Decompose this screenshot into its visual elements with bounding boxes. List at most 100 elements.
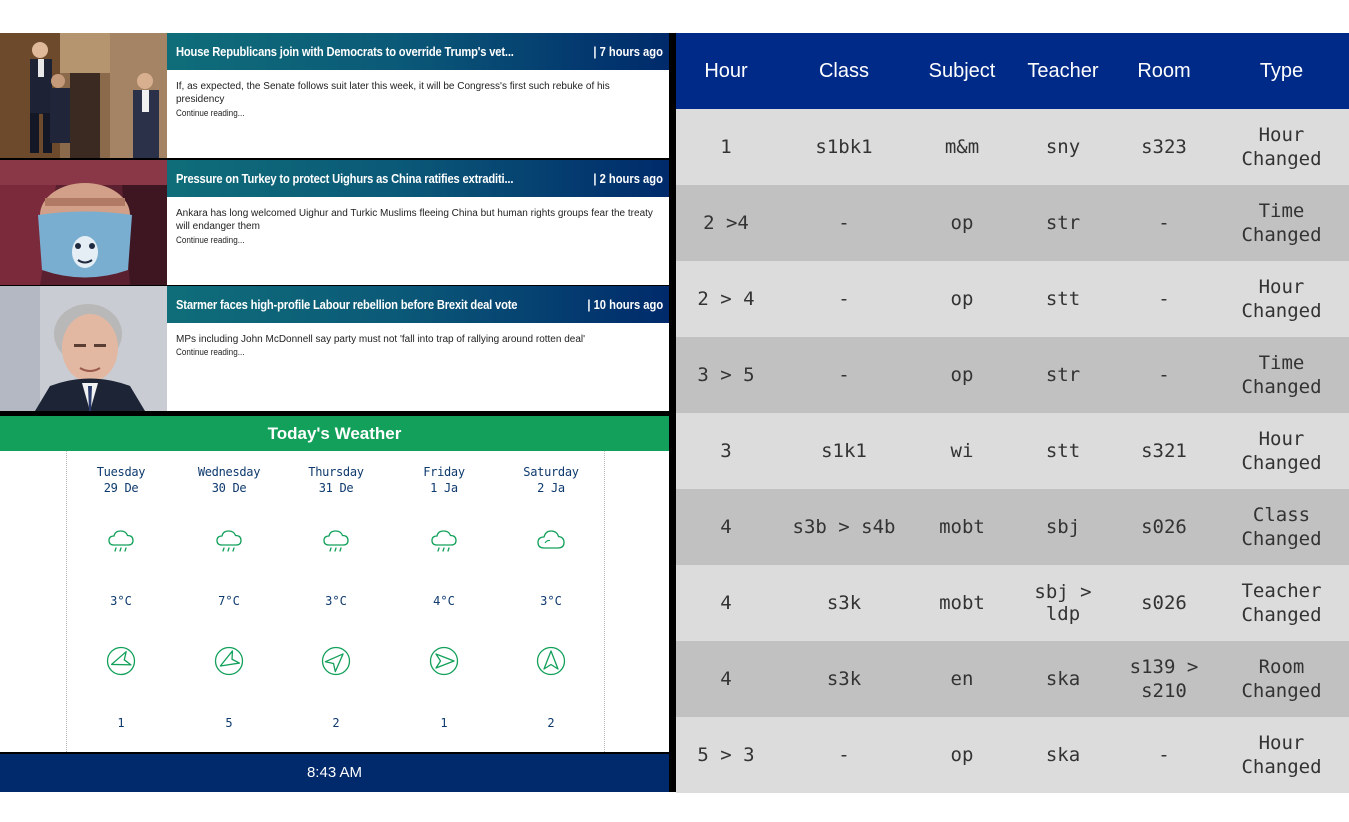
day-name: Saturday [523, 465, 579, 479]
continue-reading-link[interactable]: Continue reading... [176, 108, 245, 118]
news-item[interactable]: House Republicans join with Democrats to… [0, 33, 669, 158]
news-headline-bar: Pressure on Turkey to protect Uighurs as… [167, 160, 669, 197]
day-temperature: 7°C [218, 594, 240, 608]
cloud-icon [535, 525, 567, 557]
news-time: | 10 hours ago [587, 297, 663, 312]
cell-hour: 2 > 4 [697, 288, 755, 310]
day-date: 31 De [318, 481, 354, 495]
cell-room: s026 [1141, 516, 1187, 538]
wind-direction-icon [429, 646, 459, 676]
type-kind: Time [1258, 200, 1305, 222]
day-date: 1 Ja [430, 481, 458, 495]
cell-class: s3b > s4b [792, 516, 896, 538]
cell-type: Time Changed [1214, 337, 1349, 413]
type-status: Changed [1241, 528, 1322, 550]
news-headline-bar: House Republicans join with Democrats to… [167, 33, 669, 70]
cell-teacher: str [1045, 364, 1081, 386]
type-kind: Hour [1258, 124, 1305, 146]
news-photo [0, 33, 167, 158]
timetable-header: Hour Class Subject Teacher Room Type [676, 33, 1349, 109]
cell-teacher: ska [1045, 668, 1081, 690]
type-kind: Hour [1258, 428, 1305, 450]
cell-room: - [1158, 744, 1170, 766]
type-status: Changed [1241, 604, 1322, 626]
news-item[interactable]: Starmer faces high-profile Labour rebell… [0, 286, 669, 411]
continue-reading-link[interactable]: Continue reading... [176, 235, 245, 245]
day-name: Thursday [308, 465, 364, 479]
news-headline-bar: Starmer faces high-profile Labour rebell… [167, 286, 669, 323]
type-status: Changed [1241, 452, 1322, 474]
cell-hour: 3 > 5 [697, 364, 755, 386]
cell-room: - [1158, 212, 1170, 234]
type-status: Changed [1241, 224, 1322, 246]
type-status: Changed [1241, 756, 1322, 778]
news-photo [0, 286, 167, 411]
header-class: Class [818, 59, 869, 82]
cell-class: - [838, 744, 850, 766]
cell-room: - [1158, 364, 1170, 386]
day-name: Tuesday [96, 465, 146, 479]
header-teacher: Teacher [1027, 59, 1099, 82]
day-date: 30 De [211, 481, 247, 495]
type-status: Changed [1241, 300, 1322, 322]
continue-reading-link[interactable]: Continue reading... [176, 347, 245, 357]
day-temperature: 3°C [540, 594, 562, 608]
weather-title: Today's Weather [0, 416, 669, 451]
type-status: Changed [1241, 376, 1322, 398]
cell-subject: mobt [939, 592, 985, 614]
type-kind: Room [1258, 656, 1305, 678]
cell-hour: 2 >4 [703, 212, 749, 234]
news-item[interactable]: Pressure on Turkey to protect Uighurs as… [0, 160, 669, 285]
table-row: 2 > 4 - op stt - Hour Changed [676, 261, 1349, 337]
cell-teacher: sbj > ldp [1034, 581, 1092, 625]
day-date: 29 De [103, 481, 139, 495]
cell-hour: 4 [720, 668, 732, 690]
cell-subject: mobt [939, 516, 985, 538]
type-status: Changed [1241, 148, 1322, 170]
news-summary: Ankara has long welcomed Uighur and Turk… [176, 208, 653, 232]
day-temperature: 3°C [110, 594, 132, 608]
header-subject: Subject [928, 59, 996, 82]
rain-cloud-icon [428, 525, 460, 557]
cell-teacher: stt [1045, 440, 1081, 462]
wind-direction-icon [321, 646, 351, 676]
cell-teacher: ska [1045, 744, 1081, 766]
day-date: 2 Ja [537, 481, 565, 495]
clock: 8:43 AM [0, 754, 669, 792]
wind-speed: 2 [332, 716, 340, 730]
cell-subject: op [950, 288, 974, 310]
cell-type: Hour Changed [1214, 109, 1349, 185]
cell-type: Teacher Changed [1214, 565, 1349, 641]
cell-type: Hour Changed [1214, 717, 1349, 793]
cell-class: - [838, 212, 850, 234]
rain-cloud-icon [213, 525, 245, 557]
cell-class: - [838, 364, 850, 386]
rain-cloud-icon [105, 525, 137, 557]
header-type: Type [1259, 59, 1304, 82]
cell-subject: en [950, 668, 974, 690]
weather-forecast: Tuesday 29 De 3°C 1 Wednesday 30 De 7°C 5 Thursd… [0, 451, 669, 752]
cell-subject: m&m [944, 136, 980, 158]
wind-speed: 1 [440, 716, 448, 730]
type-kind: Class [1252, 504, 1311, 526]
news-title[interactable]: House Republicans join with Democrats to… [176, 44, 514, 59]
news-title[interactable]: Starmer faces high-profile Labour rebell… [176, 297, 518, 312]
forecast-grid [66, 451, 605, 752]
type-kind: Teacher [1241, 580, 1322, 602]
news-title[interactable]: Pressure on Turkey to protect Uighurs as… [176, 171, 514, 186]
cell-subject: op [950, 364, 974, 386]
day-temperature: 3°C [325, 594, 347, 608]
cell-type: Time Changed [1214, 185, 1349, 261]
table-row: 3 s1k1 wi stt s321 Hour Changed [676, 413, 1349, 489]
cell-class: - [838, 288, 850, 310]
news-photo [0, 160, 167, 285]
cell-room: s026 [1141, 592, 1187, 614]
news-time: | 2 hours ago [593, 171, 663, 186]
cell-hour: 5 > 3 [697, 744, 755, 766]
cell-subject: wi [950, 440, 974, 462]
wind-direction-icon [106, 646, 136, 676]
cell-type: Room Changed [1214, 641, 1349, 717]
cell-room: s321 [1141, 440, 1187, 462]
cell-hour: 4 [720, 516, 732, 538]
panel-divider [669, 33, 676, 792]
